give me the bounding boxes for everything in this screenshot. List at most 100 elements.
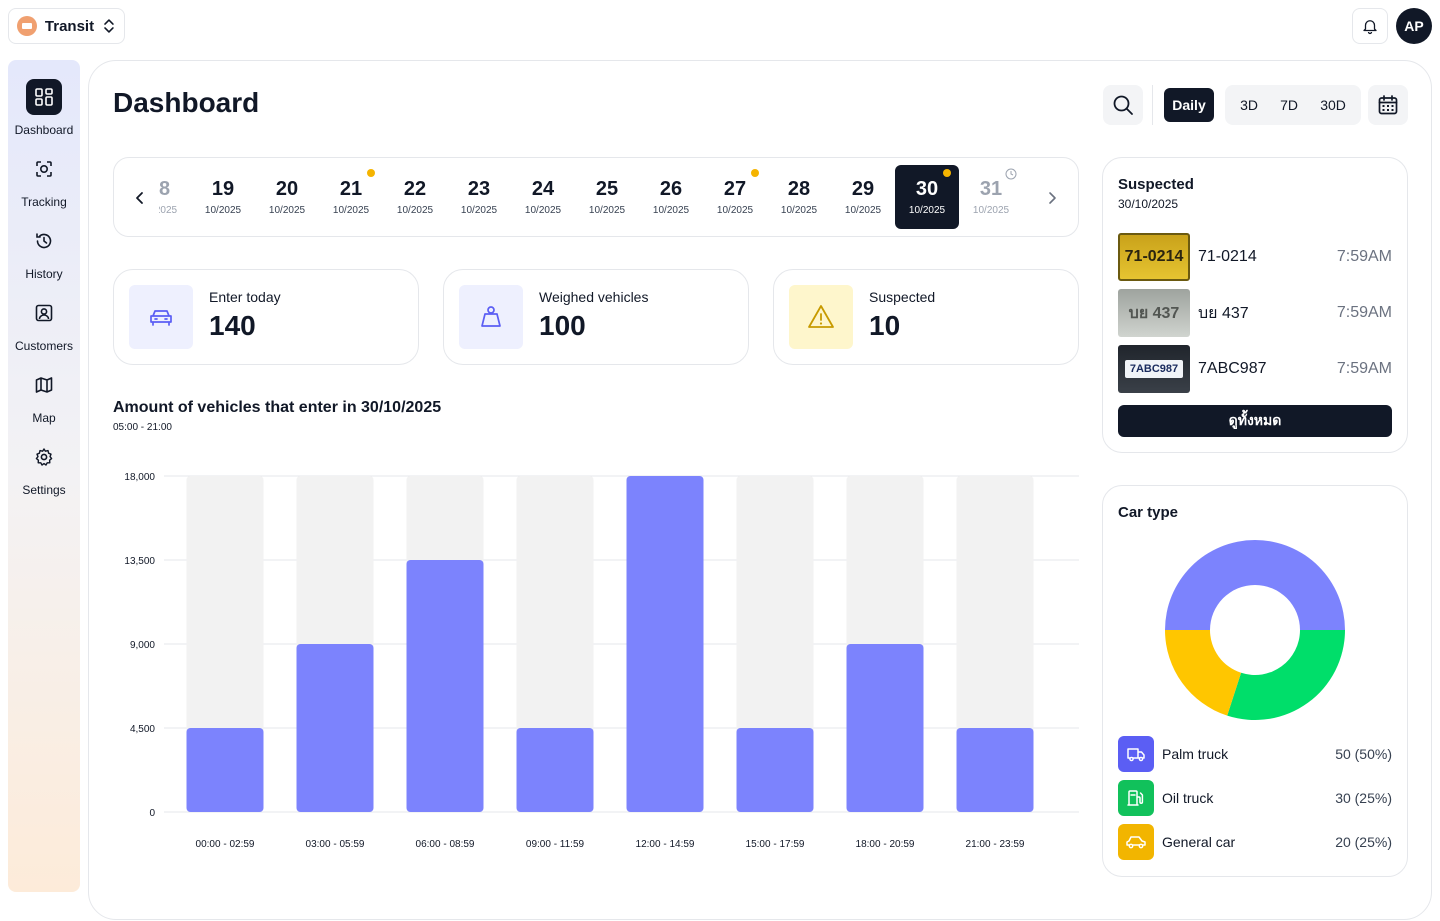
day-number: 22: [403, 178, 427, 200]
x-tick-label: 03:00 - 05:59: [306, 839, 365, 850]
suspected-row[interactable]: บย 437 บย 437 7:59AM: [1118, 289, 1392, 337]
date-day-31[interactable]: 31 10/2025: [959, 165, 1023, 229]
day-number: 23: [467, 178, 491, 200]
sidebar-item-settings[interactable]: Settings: [8, 432, 80, 504]
sidebar-item-label: Customers: [14, 339, 73, 353]
date-day-30[interactable]: 30 10/2025: [895, 165, 959, 229]
prev-dates-button[interactable]: [128, 186, 152, 210]
sidebar-item-label: Tracking: [21, 195, 67, 209]
suspected-row[interactable]: 71-0214 71-0214 7:59AM: [1118, 233, 1392, 281]
legend-row-palm-truck: Palm truck 50 (50%): [1118, 736, 1392, 772]
bar[interactable]: [516, 728, 594, 812]
date-day-27[interactable]: 27 10/2025: [703, 165, 767, 229]
fuel-icon: [1118, 780, 1154, 816]
view-all-button[interactable]: ดูทั้งหมด: [1118, 405, 1392, 437]
date-day-29[interactable]: 29 10/2025: [831, 165, 895, 229]
date-day-26[interactable]: 26 10/2025: [639, 165, 703, 229]
sidebar-item-label: Map: [32, 411, 56, 425]
plate-image-text: 7ABC987: [1124, 360, 1184, 378]
search-button[interactable]: [1103, 85, 1143, 125]
date-day-20[interactable]: 20 10/2025: [255, 165, 319, 229]
day-month: 10/2025: [268, 205, 306, 216]
bar[interactable]: [846, 644, 924, 812]
detected-time: 7:59AM: [1336, 360, 1392, 377]
legend-label: General car: [1162, 834, 1236, 850]
chevron-right-icon: [1049, 192, 1056, 204]
workspace-switcher[interactable]: Transit: [8, 8, 125, 44]
donut-slice[interactable]: [1165, 630, 1242, 716]
suspected-row[interactable]: 7ABC987 7ABC987 7:59AM: [1118, 345, 1392, 393]
day-number: 31: [979, 178, 1003, 200]
grid-icon: [26, 79, 62, 115]
day-month: 10/2025: [716, 205, 754, 216]
day-number: 29: [851, 178, 875, 200]
plate-image: 71-0214: [1118, 233, 1190, 281]
sidebar-item-tracking[interactable]: Tracking: [8, 144, 80, 216]
sidebar-item-map[interactable]: Map: [8, 360, 80, 432]
date-day-23[interactable]: 23 10/2025: [447, 165, 511, 229]
y-tick-label: 4,500: [130, 724, 155, 735]
chevron-left-icon: [136, 192, 143, 204]
range-daily-button[interactable]: Daily: [1164, 88, 1214, 122]
bar[interactable]: [626, 476, 704, 812]
day-month: 10/2025: [396, 205, 434, 216]
chart-title: Amount of vehicles that enter in 30/10/2…: [113, 399, 442, 416]
day-number: 30: [915, 178, 939, 200]
bar[interactable]: [406, 560, 484, 812]
sidebar-item-dashboard[interactable]: Dashboard: [8, 72, 80, 144]
stat-value: 100: [539, 310, 586, 341]
x-tick-label: 06:00 - 08:59: [416, 839, 475, 850]
date-day-19[interactable]: 19 10/2025: [191, 165, 255, 229]
stat-card-weighed: Weighed vehicles 100: [443, 269, 749, 365]
sidebar-item-history[interactable]: History: [8, 216, 80, 288]
date-strip: 18 10/2025 19 10/2025 20 10/2025 21 10/2025 22 10…: [113, 157, 1079, 237]
x-tick-label: 12:00 - 14:59: [636, 839, 695, 850]
search-icon: [1113, 95, 1133, 115]
bar[interactable]: [186, 728, 264, 812]
date-day-28[interactable]: 28 10/2025: [767, 165, 831, 229]
event-dot: [943, 169, 951, 177]
day-number: 26: [659, 178, 683, 200]
y-tick-label: 13,500: [124, 556, 155, 567]
detected-time: 7:59AM: [1336, 304, 1392, 321]
gear-icon: [26, 439, 62, 475]
avatar[interactable]: AP: [1396, 8, 1432, 44]
sidebar-item-customers[interactable]: Customers: [8, 288, 80, 360]
customer-icon: [26, 295, 62, 331]
bar[interactable]: [956, 728, 1034, 812]
car-type-title: Car type: [1118, 504, 1179, 521]
donut-slice[interactable]: [1227, 630, 1345, 720]
y-tick-label: 0: [149, 808, 155, 819]
sidebar: Dashboard Tracking History Customers Map…: [8, 60, 80, 892]
history-icon: [26, 223, 62, 259]
day-number: 27: [723, 178, 747, 200]
day-number: 21: [339, 178, 363, 200]
car-icon: [1118, 824, 1154, 860]
legend-label: Palm truck: [1162, 746, 1229, 762]
suspected-panel: Suspected 30/10/2025 71-0214 71-0214 7:5…: [1102, 157, 1408, 453]
range-3d-button[interactable]: 3D: [1240, 97, 1258, 113]
next-dates-button[interactable]: [1040, 186, 1064, 210]
donut-slice[interactable]: [1165, 540, 1345, 630]
bar[interactable]: [736, 728, 814, 812]
range-7d-button[interactable]: 7D: [1280, 97, 1299, 113]
range-30d-button[interactable]: 30D: [1320, 97, 1346, 113]
day-month: 10/2025: [588, 205, 626, 216]
calendar-button[interactable]: [1368, 85, 1408, 125]
date-day-25[interactable]: 25 10/2025: [575, 165, 639, 229]
car-type-panel: Car type Palm truck 50 (50%) Oil truck 3…: [1102, 485, 1408, 877]
bar[interactable]: [296, 644, 374, 812]
x-tick-label: 00:00 - 02:59: [196, 839, 255, 850]
legend-value: 50 (50%): [1335, 746, 1392, 762]
workspace-name: Transit: [44, 17, 95, 35]
sidebar-item-label: Dashboard: [14, 123, 74, 137]
day-month: 10/2025: [159, 205, 178, 216]
date-day-21[interactable]: 21 10/2025: [319, 165, 383, 229]
date-day-24[interactable]: 24 10/2025: [511, 165, 575, 229]
stat-value: 10: [869, 310, 901, 341]
clock-icon: [1005, 168, 1017, 180]
range-group: 3D 7D 30D: [1225, 85, 1361, 125]
date-day-22[interactable]: 22 10/2025: [383, 165, 447, 229]
notifications-button[interactable]: [1352, 8, 1388, 44]
date-day-18[interactable]: 18 10/2025: [159, 165, 191, 229]
